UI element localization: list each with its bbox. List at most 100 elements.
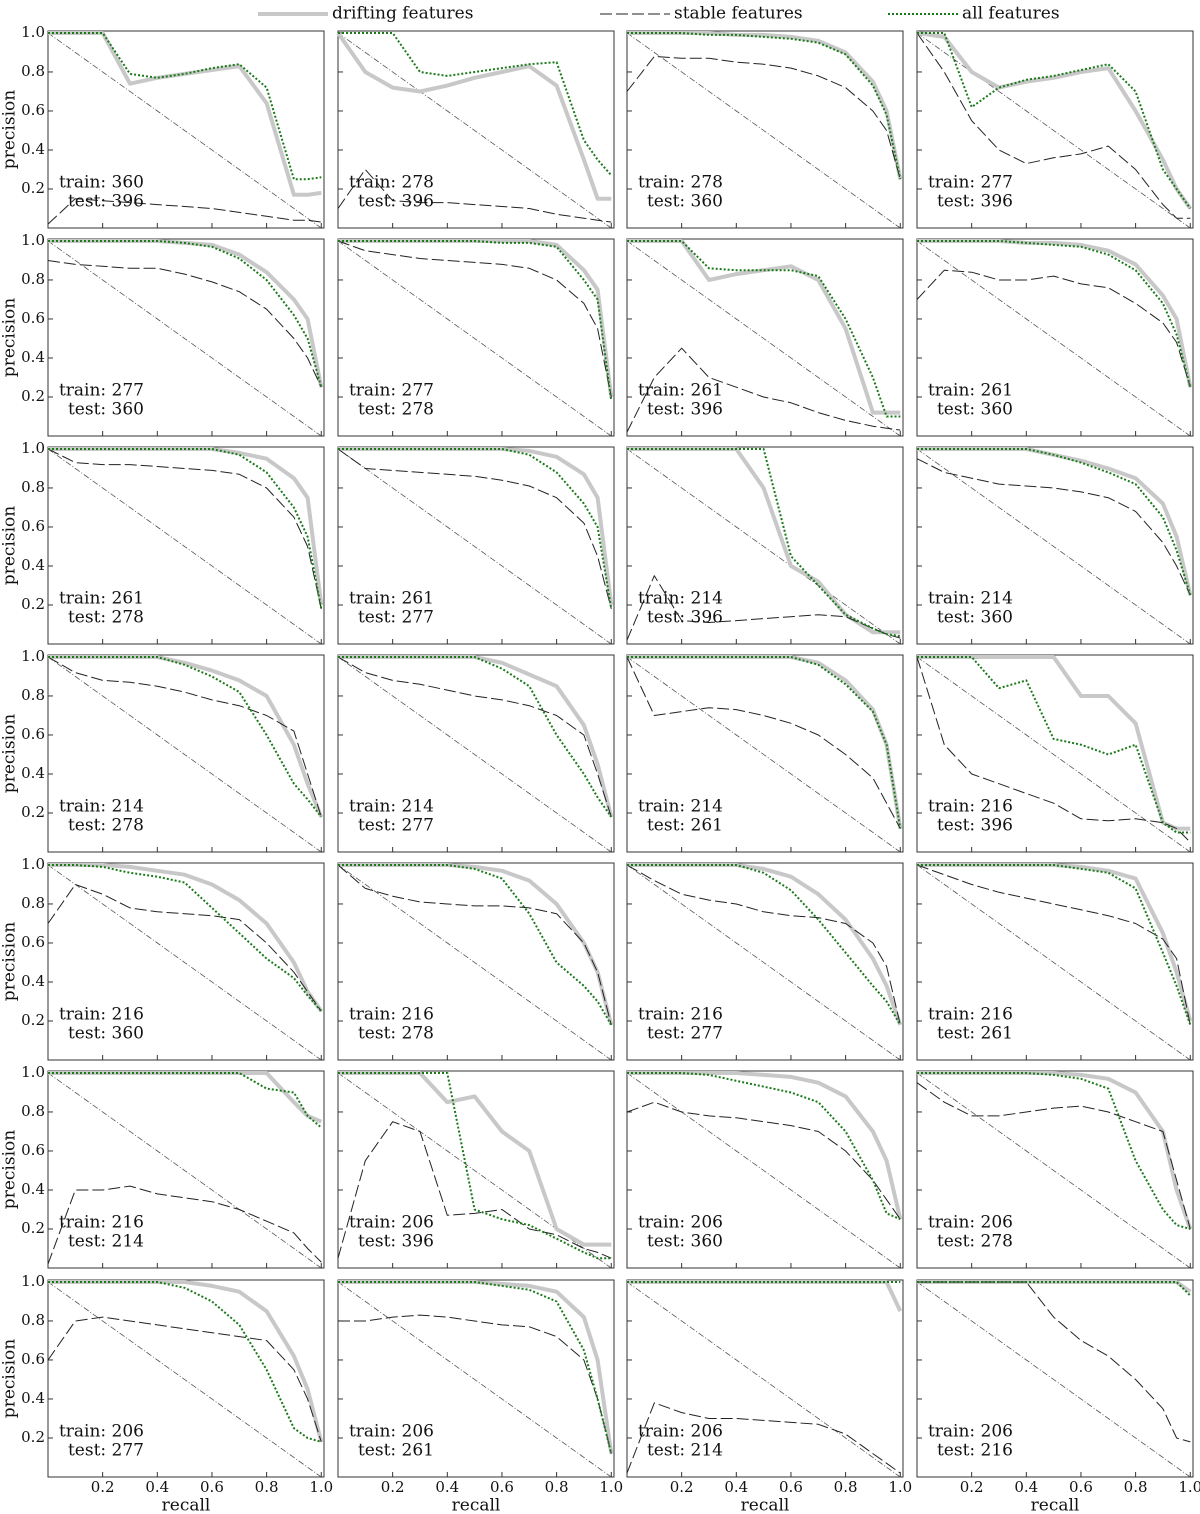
chance-line: [916, 1072, 1191, 1269]
pr-curve: [338, 448, 613, 610]
legend-label: stable features: [674, 4, 803, 24]
chance-line: [916, 240, 1191, 437]
pr-curve: [916, 656, 1191, 843]
pr-curve: [338, 1071, 612, 1247]
test-label: test: 396: [937, 192, 1013, 212]
test-label: test: 261: [647, 816, 723, 836]
y-tick-label: 0.2: [21, 1011, 45, 1029]
pr-curve: [916, 31, 1192, 210]
test-label: test: 360: [647, 1232, 723, 1252]
pr-curve: [627, 31, 903, 180]
test-label: test: 360: [68, 1024, 144, 1044]
pr-curve: [336, 31, 612, 201]
test-label: test: 396: [68, 192, 144, 212]
train-label: train: 216: [59, 1213, 144, 1233]
test-label: test: 360: [647, 192, 723, 212]
chance-line: [47, 448, 322, 645]
pr-curve: [338, 447, 614, 606]
y-tick-label: 0.2: [21, 387, 45, 405]
pr-curve: [917, 1281, 1191, 1443]
y-tick-label: 1.0: [21, 1272, 45, 1290]
test-label: test: 396: [647, 400, 723, 420]
y-axis-label: precision: [0, 1339, 20, 1418]
y-axis-label: precision: [0, 714, 20, 793]
y-tick-label: 0.8: [21, 62, 45, 80]
plot-frame: [626, 238, 904, 437]
pr-curve: [626, 864, 901, 1026]
pr-curve: [338, 1072, 612, 1260]
pr-curve: [48, 1071, 323, 1124]
pr-curve: [626, 575, 901, 641]
train-label: train: 214: [59, 797, 144, 817]
pr-curve: [916, 269, 1191, 388]
x-axis-label: recall: [162, 1496, 211, 1514]
x-tick-label: 0.8: [545, 1478, 569, 1496]
chance-line: [47, 32, 322, 229]
pr-curve: [48, 864, 323, 1012]
x-tick-label: 0.4: [145, 1478, 169, 1496]
x-tick-label: 0.2: [91, 1478, 115, 1496]
pr-curve: [48, 31, 322, 197]
pr-curve: [48, 656, 323, 818]
pr-curve: [337, 240, 612, 398]
y-tick-label: 1.0: [21, 23, 45, 41]
y-tick-label: 0.8: [21, 894, 45, 912]
test-label: test: 214: [647, 1441, 723, 1461]
y-tick-label: 0.6: [21, 933, 45, 951]
pr-curve: [47, 884, 322, 1012]
train-label: train: 216: [349, 1005, 434, 1025]
test-label: test: 261: [358, 1441, 434, 1461]
pr-curve: [338, 32, 613, 176]
y-axis-label: precision: [0, 90, 20, 169]
pr-curve: [627, 864, 902, 1026]
chance-line: [626, 656, 901, 853]
y-tick-label: 0.6: [21, 517, 45, 535]
chance-line: [626, 32, 901, 229]
legend-label: drifting features: [332, 4, 473, 24]
y-tick-label: 0.4: [21, 140, 45, 158]
x-tick-label: 0.6: [490, 1478, 514, 1496]
plot-frame: [337, 862, 615, 1061]
pr-curve: [48, 447, 324, 606]
chance-line: [337, 32, 612, 229]
x-tick-label: 1.0: [309, 1478, 333, 1496]
y-tick-label: 0.4: [21, 556, 45, 574]
y-tick-label: 0.8: [21, 270, 45, 288]
pr-curve: [338, 239, 614, 398]
train-label: train: 277: [59, 381, 144, 401]
train-label: train: 261: [349, 589, 434, 609]
train-label: train: 206: [349, 1422, 434, 1442]
x-tick-label: 0.2: [960, 1478, 984, 1496]
pr-curve: [338, 1280, 614, 1454]
x-tick-label: 1.0: [599, 1478, 623, 1496]
pr-curve: [626, 1101, 901, 1220]
y-axis-label: precision: [0, 298, 20, 377]
chance-line: [916, 1281, 1191, 1478]
pr-curve: [47, 656, 322, 818]
y-tick-label: 0.2: [21, 1428, 45, 1446]
train-label: train: 360: [59, 173, 144, 193]
pr-curve: [337, 169, 612, 223]
pr-curve: [627, 239, 901, 415]
pr-curve: [47, 198, 322, 225]
y-tick-label: 0.4: [21, 1389, 45, 1407]
pr-curve: [627, 448, 901, 638]
x-axis-label: recall: [1031, 1496, 1080, 1514]
test-label: test: 278: [937, 1232, 1013, 1252]
train-label: train: 214: [638, 589, 723, 609]
y-tick-label: 0.4: [21, 348, 45, 366]
plot-frame: [337, 654, 615, 853]
chance-line: [626, 1281, 901, 1478]
pr-curve: [627, 863, 903, 1026]
train-label: train: 261: [59, 589, 144, 609]
chance-line: [337, 240, 612, 437]
plot-frame: [916, 862, 1194, 1061]
y-tick-label: 0.2: [21, 1219, 45, 1237]
train-label: train: 261: [638, 381, 723, 401]
x-tick-label: 0.2: [381, 1478, 405, 1496]
pr-curve: [48, 1280, 324, 1443]
chance-line: [626, 1072, 901, 1269]
y-tick-label: 0.6: [21, 309, 45, 327]
train-label: train: 216: [928, 797, 1013, 817]
plot-frame: [337, 30, 615, 229]
